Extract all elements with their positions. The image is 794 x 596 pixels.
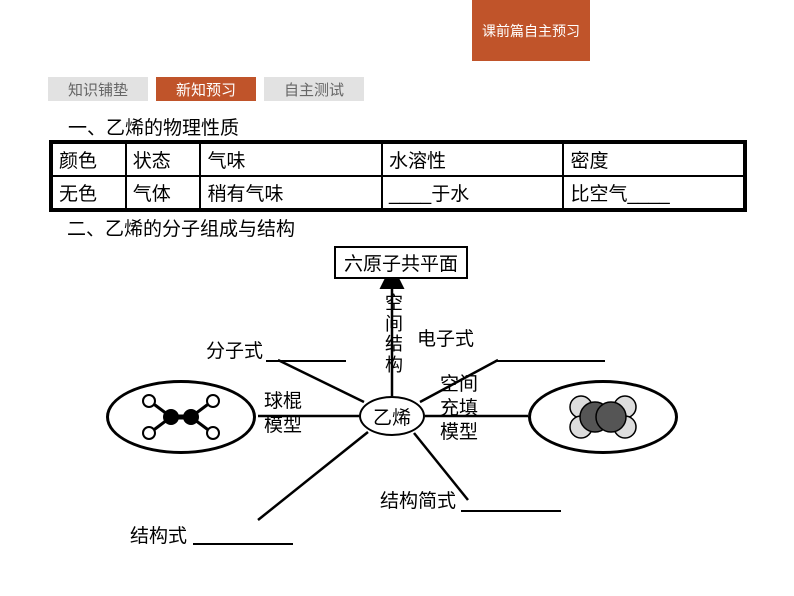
- center-node: 乙烯: [359, 396, 425, 436]
- th-smell: 气味: [200, 142, 382, 176]
- blank-formula: [266, 360, 346, 362]
- td-smell: 稍有气味: [200, 176, 382, 210]
- th-state: 状态: [126, 142, 201, 176]
- blank-structure: [193, 543, 293, 545]
- td-density: 比空气____: [563, 176, 745, 210]
- td-solubility: ____于水: [382, 176, 564, 210]
- label-structure: 结构式: [130, 525, 187, 549]
- tab-knowledge[interactable]: 知识铺垫: [48, 77, 148, 101]
- section1-title: 一、乙烯的物理性质: [68, 113, 239, 140]
- td-state: 气体: [126, 176, 201, 210]
- spacefill-icon: [553, 392, 653, 442]
- td-color: 无色: [51, 176, 126, 210]
- properties-table: 颜色 状态 气味 水溶性 密度 无色 气体 稍有气味 ____于水 比空气___…: [49, 140, 747, 212]
- label-ballstick: 球棍 模型: [264, 390, 302, 438]
- tab-bar: 知识铺垫 新知预习 自主测试: [48, 77, 364, 101]
- table-row: 颜色 状态 气味 水溶性 密度: [51, 142, 745, 176]
- ballstick-icon: [121, 392, 241, 442]
- table-row: 无色 气体 稍有气味 ____于水 比空气____: [51, 176, 745, 210]
- th-color: 颜色: [51, 142, 126, 176]
- section2-title: 二、乙烯的分子组成与结构: [67, 214, 295, 241]
- top-box: 六原子共平面: [334, 246, 468, 279]
- blank-condensed: [461, 510, 561, 512]
- th-density: 密度: [563, 142, 745, 176]
- th-solubility: 水溶性: [382, 142, 564, 176]
- right-model-oval: [528, 380, 678, 454]
- concept-diagram: 六原子共平面 空 间 结 构 分子式 球棍 模型 结构式 电子式 空间 充填 模…: [48, 240, 746, 580]
- blank-electron: [495, 360, 605, 362]
- left-model-oval: [106, 380, 256, 454]
- label-electron: 电子式: [417, 328, 474, 352]
- label-spacefill: 空间 充填 模型: [440, 373, 478, 444]
- label-formula: 分子式: [206, 340, 263, 364]
- tab-preview[interactable]: 新知预习: [156, 77, 256, 101]
- label-condensed: 结构简式: [380, 490, 456, 514]
- tab-test[interactable]: 自主测试: [264, 77, 364, 101]
- label-space-structure: 空 间 结 构: [385, 293, 403, 376]
- header-badge: 课前篇自主预习: [472, 0, 590, 61]
